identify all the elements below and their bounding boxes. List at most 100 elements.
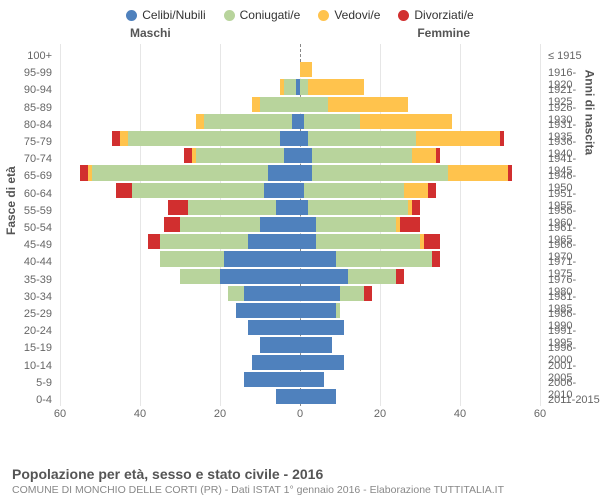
age-row [60,44,540,61]
bar-segment [236,303,300,318]
bar-segment [308,131,416,146]
age-label: 0-4 [0,394,56,406]
age-label: 55-59 [0,205,56,217]
bar-segment [404,183,428,198]
bar-segment [308,200,408,215]
bar-segment [336,303,340,318]
bar-segment [336,251,432,266]
age-label: 90-94 [0,84,56,96]
female-bar [300,355,540,370]
male-bar [60,165,300,180]
age-row [60,319,540,336]
bar-segment [300,217,316,232]
bar-segment [276,389,300,404]
bar-segment [128,131,280,146]
bar-segment [148,234,160,249]
x-tick-label: 20 [374,408,386,420]
bar-segment [300,165,312,180]
age-row [60,371,540,388]
bar-segment [428,183,436,198]
bar-segment [180,269,220,284]
bar-segment [364,286,372,301]
age-label: 10-14 [0,360,56,372]
bar-segment [432,251,440,266]
female-bar [300,148,540,163]
bar-segment [244,372,300,387]
female-bar [300,389,540,404]
chart-subtitle: COMUNE DI MONCHIO DELLE CORTI (PR) - Dat… [12,484,588,496]
bar-segment [252,355,300,370]
bar-segment [300,251,336,266]
legend-item: Vedovi/e [318,8,380,22]
x-tick-label: 40 [454,408,466,420]
bar-segment [268,165,300,180]
female-bar [300,372,540,387]
bar-segment [184,148,192,163]
bar-segment [400,217,420,232]
age-label: 100+ [0,50,56,62]
male-bar [60,79,300,94]
plot-area: 6040200204060 [60,44,540,424]
age-label: 5-9 [0,377,56,389]
gender-headers: Maschi Femmine [0,26,600,44]
bar-segment [312,148,412,163]
age-row [60,250,540,267]
bar-segment [300,234,316,249]
female-bar [300,165,540,180]
x-tick-label: 60 [54,408,66,420]
female-bar [300,286,540,301]
bar-segment [92,165,268,180]
bar-segment [80,165,88,180]
female-bar [300,320,540,335]
age-label: 45-49 [0,239,56,251]
age-label: 40-44 [0,256,56,268]
bar-segment [224,251,300,266]
bar-segment [112,131,120,146]
legend-item: Celibi/Nubili [126,8,205,22]
age-label: 30-34 [0,291,56,303]
female-bar [300,217,540,232]
male-bar [60,389,300,404]
bar-segment [244,286,300,301]
bar-segment [300,269,348,284]
bar-segment [360,114,452,129]
bar-segment [300,337,332,352]
female-bar [300,131,540,146]
bar-segment [260,217,300,232]
age-row [60,147,540,164]
bar-segment [300,286,340,301]
female-bar [300,337,540,352]
gridline [540,44,541,406]
bar-segment [284,79,296,94]
male-bar [60,183,300,198]
legend-label: Coniugati/e [240,8,301,22]
bar-segment [248,320,300,335]
age-row [60,268,540,285]
bar-segment [196,148,284,163]
population-pyramid-chart: Celibi/NubiliConiugati/eVedovi/eDivorzia… [0,0,600,500]
bar-segment [300,389,336,404]
female-bar [300,200,540,215]
age-row [60,61,540,78]
male-bar [60,303,300,318]
bar-segment [300,372,324,387]
male-bar [60,337,300,352]
bar-segment [396,269,404,284]
bar-segment [276,200,300,215]
legend-label: Vedovi/e [334,8,380,22]
female-bar [300,269,540,284]
bar-segment [348,269,396,284]
male-bar [60,234,300,249]
age-row [60,113,540,130]
chart-footer: Popolazione per età, sesso e stato civil… [12,466,588,496]
bar-segment [196,114,204,129]
male-bar [60,97,300,112]
bar-segment [132,183,264,198]
bar-segment [164,217,180,232]
male-bar [60,131,300,146]
bar-segment [168,200,188,215]
age-row [60,78,540,95]
age-row [60,388,540,405]
bar-segment [300,200,308,215]
age-row [60,216,540,233]
